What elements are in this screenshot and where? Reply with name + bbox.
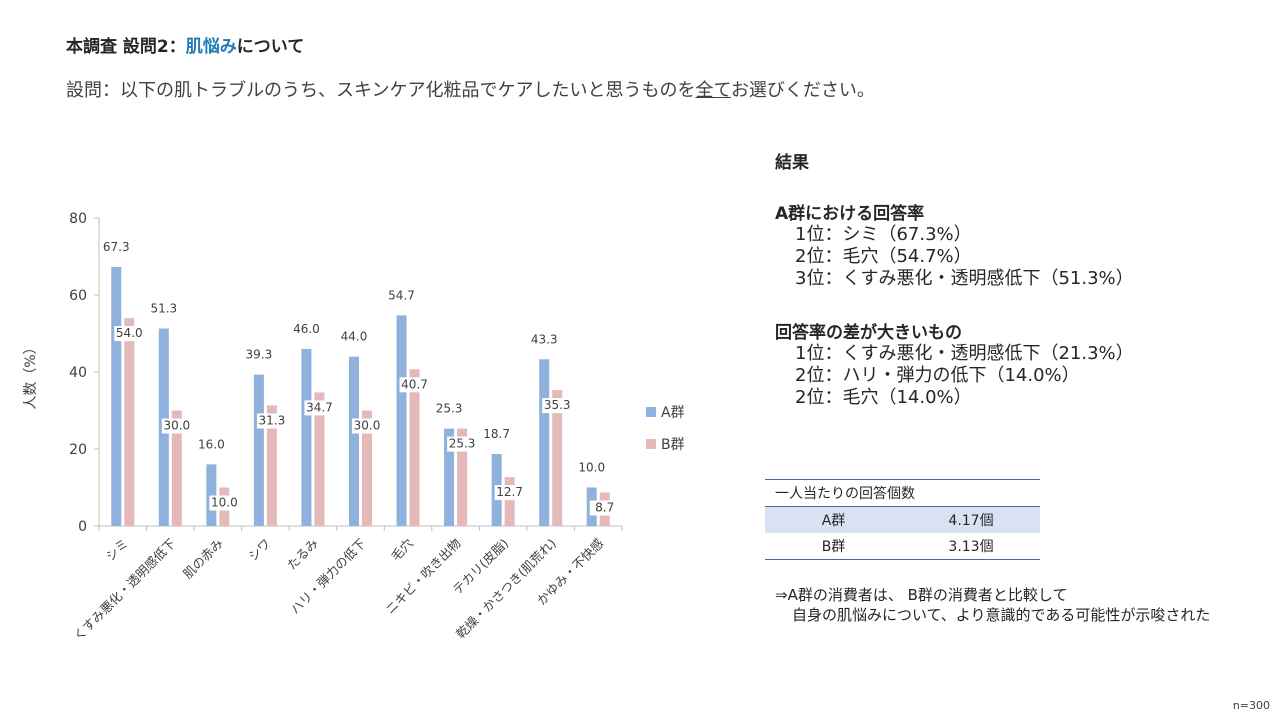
data-label-a: 44.0 [341, 330, 368, 344]
bar-a [301, 348, 312, 526]
data-label-b: 31.3 [259, 413, 286, 427]
data-label-b: 34.7 [306, 400, 333, 414]
bar-b [362, 410, 372, 526]
x-category-label: 毛穴 [388, 535, 417, 564]
survey-question: 設問：以下の肌トラブルのうち、スキンケア化粧品でケアしたいと思うものを全てお選び… [66, 76, 875, 102]
conclusion-line-2: 自身の肌悩みについて、より意識的である可能性が示唆された [792, 606, 1211, 624]
legend-swatch [646, 407, 656, 417]
bar-b [457, 428, 468, 526]
bar-b [314, 392, 325, 526]
conclusion-line-1: ⇒A群の消費者は、 B群の消費者と比較して [775, 586, 1068, 604]
y-tick-label: 0 [78, 519, 87, 535]
data-label-a: 39.3 [246, 348, 273, 362]
section1-item: 1位：シミ（67.3%） [795, 224, 972, 245]
data-label-a: 25.3 [436, 402, 463, 416]
data-label-b-bg [589, 500, 620, 516]
question-prefix: 設問：以下の肌トラブルのうち、スキンケア化粧品でケアしたいと思うものを [66, 80, 696, 101]
data-label-b-bg [114, 326, 145, 342]
data-label-a: 51.3 [150, 301, 177, 315]
y-axis-title: 人数（%） [23, 340, 39, 409]
bar-a [349, 356, 359, 526]
bar-b [409, 369, 420, 526]
data-label-b: 40.7 [401, 377, 428, 391]
table-cell-value: 3.13個 [902, 533, 1040, 560]
conclusion: ⇒A群の消費者は、 B群の消費者と比較して 自身の肌悩みについて、より意識的であ… [775, 585, 1210, 625]
bar-a [111, 266, 122, 526]
bar-b [266, 405, 277, 526]
bar-b [124, 318, 135, 526]
bar-b [552, 390, 563, 526]
page-title: 本調査 設問2：肌悩みについて [66, 32, 304, 57]
data-label-b: 10.0 [211, 496, 238, 510]
question-underlined: 全て [695, 80, 731, 101]
data-label-b: 35.3 [544, 398, 571, 412]
section2-item: 2位：ハリ・弾力の低下（14.0%） [795, 365, 1080, 386]
section1-heading: A群における回答率 [775, 204, 925, 224]
title-prefix: 本調査 設問2： [66, 37, 186, 57]
results-heading: 結果 [775, 153, 809, 173]
x-category-label: 肌の赤み [180, 536, 226, 582]
table-cell-group: A群 [765, 506, 902, 533]
data-label-b-bg [161, 418, 192, 434]
results-section-2: 回答率の差が大きいもの 1位：くすみ悪化・透明感低下（21.3%） 2位：ハリ・… [775, 318, 1255, 409]
x-category-label: たるみ [284, 536, 321, 573]
table-row: A群 4.17個 [765, 506, 1040, 533]
section1-item: 3位：くすみ悪化・透明感低下（51.3%） [795, 268, 1134, 289]
title-suffix: について [236, 37, 305, 57]
data-label-b-bg [304, 400, 335, 416]
data-label-a: 67.3 [103, 240, 130, 254]
data-label-a: 16.0 [198, 437, 225, 451]
data-label-b: 30.0 [354, 419, 381, 433]
table-row: B群 3.13個 [765, 533, 1040, 560]
results-panel: 結果 A群における回答率 1位：シミ（67.3%） 2位：毛穴（54.7%） 3… [775, 148, 1255, 437]
question-suffix: お選びください。 [730, 80, 875, 101]
y-tick-label: 80 [69, 211, 87, 227]
data-label-b: 25.3 [449, 437, 476, 451]
data-label-b-bg [447, 436, 478, 452]
data-label-a: 54.7 [388, 288, 415, 302]
title-highlight: 肌悩み [185, 37, 237, 57]
data-label-b-bg [494, 485, 525, 501]
section2-item: 2位：毛穴（14.0%） [795, 387, 972, 408]
data-label-b: 8.7 [595, 501, 614, 515]
data-label-b-bg [209, 495, 240, 511]
legend-swatch [646, 439, 656, 449]
data-label-b-bg [352, 418, 382, 434]
bar-b [504, 477, 515, 526]
data-label-b: 12.7 [496, 485, 523, 499]
bar-a [444, 428, 455, 526]
table-header-row: 一人当たりの回答個数 [765, 479, 1040, 507]
legend-label: A群 [661, 405, 685, 421]
table-cell-group: B群 [765, 533, 902, 560]
bar-a [206, 464, 217, 526]
y-tick-label: 60 [69, 288, 87, 304]
section1-item: 2位：毛穴（54.7%） [795, 246, 972, 267]
sample-size-note: n=300 [1232, 699, 1270, 712]
x-category-label: シミ [103, 536, 131, 564]
y-tick-label: 20 [69, 442, 87, 458]
bar-b [171, 410, 182, 526]
data-label-b-bg [256, 413, 287, 429]
data-label-b-bg [542, 398, 573, 414]
per-person-table: 一人当たりの回答個数 A群 4.17個 B群 3.13個 [765, 479, 1040, 560]
data-label-b-bg [399, 377, 430, 393]
data-label-a: 43.3 [531, 332, 558, 346]
data-label-a: 46.0 [293, 322, 320, 336]
data-label-a: 10.0 [578, 461, 605, 475]
bar-a [539, 359, 550, 526]
section2-item: 1位：くすみ悪化・透明感低下（21.3%） [795, 343, 1134, 364]
section2-heading: 回答率の差が大きいもの [775, 323, 962, 343]
data-label-b: 30.0 [163, 419, 190, 433]
data-label-a: 18.7 [483, 427, 510, 441]
table-cell-value: 4.17個 [902, 506, 1040, 533]
bar-chart: 020406080人数（%）67.354.0シミ51.330.0くすみ悪化・透明… [23, 211, 685, 643]
legend-label: B群 [661, 437, 685, 453]
y-tick-label: 40 [69, 365, 87, 381]
table-title: 一人当たりの回答個数 [765, 479, 1040, 507]
bar-a [396, 315, 407, 526]
results-section-1: A群における回答率 1位：シミ（67.3%） 2位：毛穴（54.7%） 3位：く… [775, 199, 1255, 290]
x-category-label: シワ [245, 536, 273, 564]
data-label-b: 54.0 [116, 326, 143, 340]
bar-a [253, 374, 264, 526]
